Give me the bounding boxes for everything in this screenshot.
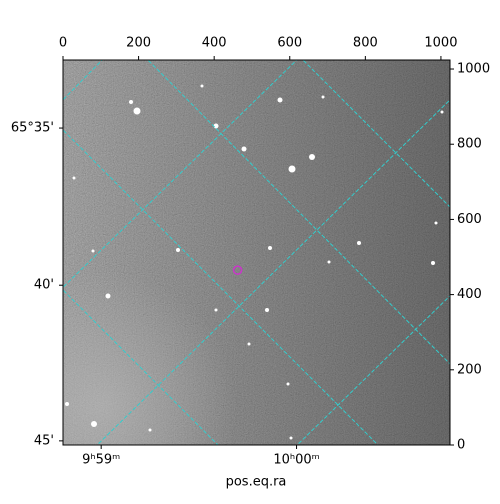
- x-axis-label: pos.eq.ra: [226, 475, 287, 490]
- coordinate-grid: [63, 60, 450, 445]
- top-tick-label: 600: [277, 36, 302, 51]
- sky-image: [63, 60, 450, 445]
- right-tick-label: 0: [457, 438, 465, 453]
- right-tick-label: 400: [457, 287, 482, 302]
- frame: [62, 59, 451, 446]
- bottom-tick-label: 10ʰ00ᵐ: [273, 453, 319, 468]
- left-tick-label: 45': [34, 433, 54, 448]
- right-tick-label: 600: [457, 212, 482, 227]
- top-tick-label: 1000: [424, 36, 457, 51]
- right-tick-label: 800: [457, 137, 482, 152]
- top-tick-label: 200: [126, 36, 151, 51]
- target-marker: [232, 265, 243, 275]
- bottom-tick-label: 9ʰ59ᵐ: [82, 453, 120, 468]
- right-tick-label: 200: [457, 362, 482, 377]
- right-tick-label: 1000: [457, 62, 490, 77]
- left-tick-label: 40': [34, 278, 54, 293]
- stars: [65, 84, 444, 440]
- top-tick-label: 400: [202, 36, 227, 51]
- left-tick-label: 65°35': [11, 121, 54, 136]
- top-tick-label: 0: [59, 36, 67, 51]
- top-tick-label: 800: [353, 36, 378, 51]
